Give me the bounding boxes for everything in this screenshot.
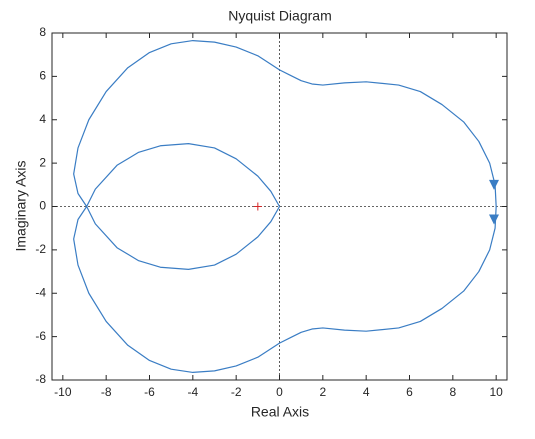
x-axis-label: Real Axis [251,404,309,420]
x-tick-label: 0 [276,385,283,399]
y-tick-label: 2 [39,155,46,169]
critical-point [253,202,262,211]
y-tick-label: 4 [39,112,46,126]
chart-title: Nyquist Diagram [228,8,331,24]
nyquist-curve [73,39,497,374]
y-tick-label: 8 [39,25,46,39]
y-tick-label: -4 [35,285,46,299]
y-axis-label: Imaginary Axis [13,160,29,251]
y-tick-label: -8 [35,372,46,386]
x-tick-label: 4 [363,385,370,399]
x-tick-label: -2 [231,385,242,399]
x-tick-label: 8 [449,385,456,399]
x-tick-label: 6 [406,385,413,399]
x-tick-label: -6 [144,385,155,399]
direction-arrow [489,179,499,190]
x-tick-label: -8 [101,385,112,399]
direction-arrow [489,214,499,225]
x-tick-label: -10 [54,385,72,399]
x-tick-label: 10 [489,385,503,399]
y-tick-label: -2 [35,242,46,256]
y-tick-label: -6 [35,329,46,343]
y-tick-label: 0 [39,199,46,213]
x-tick-label: -4 [187,385,198,399]
x-tick-label: 2 [319,385,326,399]
y-tick-label: 6 [39,69,46,83]
